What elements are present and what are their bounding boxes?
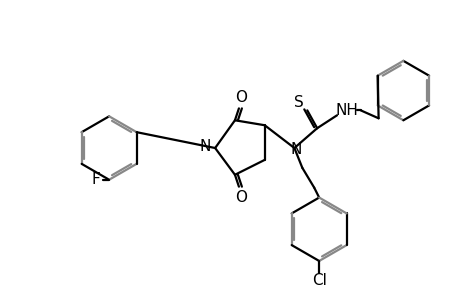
- Text: O: O: [235, 190, 246, 205]
- Text: O: O: [235, 90, 246, 105]
- Text: Cl: Cl: [311, 273, 326, 288]
- Text: N: N: [290, 142, 302, 157]
- Text: NH: NH: [335, 103, 358, 118]
- Text: F: F: [92, 172, 101, 187]
- Text: S: S: [294, 95, 303, 110]
- Text: N: N: [199, 139, 211, 154]
